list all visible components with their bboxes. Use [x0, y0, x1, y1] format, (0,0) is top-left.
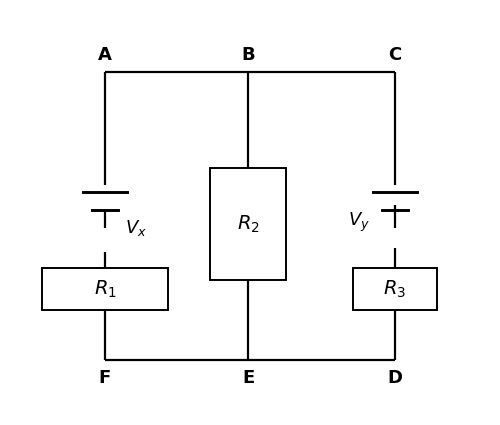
Text: $R_2$: $R_2$	[236, 213, 260, 235]
Bar	[353, 268, 437, 310]
Text: $R_3$: $R_3$	[384, 278, 406, 300]
Text: $V_y$: $V_y$	[348, 210, 370, 234]
Text: B: B	[241, 46, 255, 64]
Text: $R_1$: $R_1$	[94, 278, 116, 300]
Text: C: C	[388, 46, 402, 64]
Bar	[210, 168, 286, 280]
Text: A: A	[98, 46, 112, 64]
Text: F: F	[99, 369, 111, 387]
Bar	[42, 268, 168, 310]
Text: E: E	[242, 369, 254, 387]
Text: D: D	[388, 369, 402, 387]
Text: $V_x$: $V_x$	[125, 218, 147, 238]
